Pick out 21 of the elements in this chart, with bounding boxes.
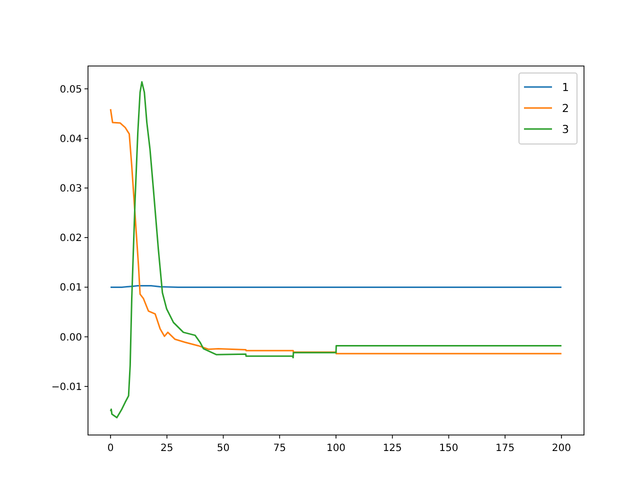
- y-tick-label: 0.04: [60, 134, 82, 145]
- legend-label: 1: [562, 80, 569, 94]
- y-tick-label: 0.01: [60, 282, 82, 294]
- line-series: [110, 81, 562, 418]
- y-tick-label: 0.03: [60, 184, 82, 195]
- x-tick-label: 50: [216, 443, 230, 454]
- x-tick-label: 200: [552, 443, 571, 454]
- y-tick-label: 0.05: [60, 84, 82, 96]
- x-tick-label: 175: [496, 443, 515, 454]
- x-tick-label: 125: [382, 443, 402, 454]
- x-tick-label: 150: [439, 443, 458, 454]
- x-tick-label: 0: [107, 443, 114, 454]
- x-tick-label: 25: [160, 443, 174, 454]
- y-tick-label: −0.01: [51, 382, 82, 393]
- line-series: [110, 108, 562, 354]
- x-tick-label: 100: [326, 443, 346, 454]
- y-tick-label: 0.02: [60, 233, 82, 244]
- legend-label: 2: [562, 102, 569, 115]
- y-tick-label: 0.00: [60, 332, 82, 344]
- legend-label: 3: [562, 122, 569, 136]
- x-tick-label: 75: [273, 443, 286, 454]
